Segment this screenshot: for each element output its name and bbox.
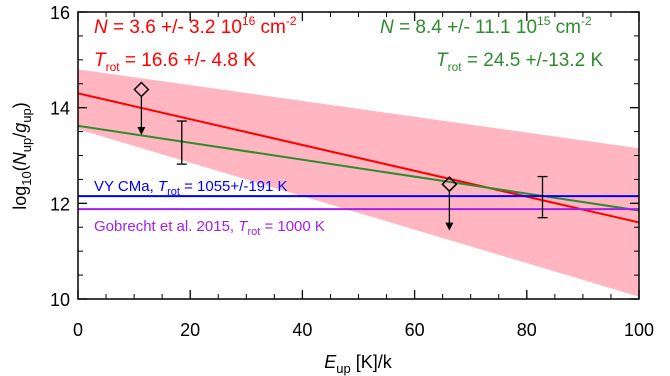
- x-tick-label-20: 20: [180, 320, 200, 340]
- annotation-green-n: N = 8.4 +/- 11.1 1015 cm-2: [380, 14, 592, 38]
- x-tick-label-60: 60: [405, 320, 425, 340]
- y-tick-label-14: 14: [50, 99, 70, 119]
- x-axis-label: Eup [K]/k: [324, 352, 392, 376]
- x-tick-label-100: 100: [624, 320, 654, 340]
- upper-limit-arrowhead-1: [137, 126, 146, 135]
- x-tick-label-80: 80: [517, 320, 537, 340]
- upper-limit-arrowhead-2: [445, 222, 454, 231]
- upper-limit-2: [441, 176, 458, 231]
- annotation-purple: Gobrecht et al. 2015, Trot = 1000 K: [94, 218, 325, 238]
- x-tick-label-40: 40: [292, 320, 312, 340]
- annotation-red-t: Trot = 16.6 +/- 4.8 K: [94, 50, 256, 74]
- y-tick-label-16: 16: [50, 3, 70, 23]
- x-tick-label-0: 0: [73, 320, 83, 340]
- upper-limit-1: [133, 81, 150, 135]
- annotation-blue: VY CMa, Trot = 1055+/-191 K: [94, 178, 288, 198]
- y-axis-label: log10(Nup/gup): [10, 102, 34, 209]
- y-tick-label-12: 12: [50, 194, 70, 214]
- y-tick-label-10: 10: [50, 290, 70, 310]
- annotation-green-t: Trot = 24.5 +/-13.2 K: [436, 50, 603, 74]
- annotation-red-n: N = 3.6 +/- 3.2 1016 cm-2: [94, 14, 297, 38]
- series-line-red: [78, 92, 639, 224]
- error-point-1: [176, 120, 187, 165]
- error-point-2: [537, 175, 548, 219]
